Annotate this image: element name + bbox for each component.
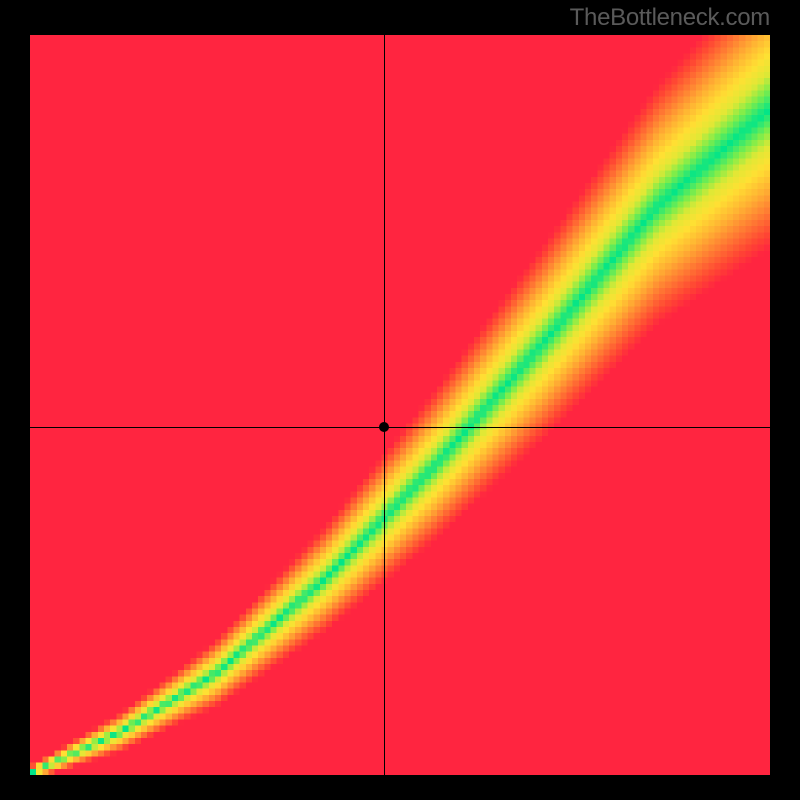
chart-container: TheBottleneck.com [0,0,800,800]
crosshair-horizontal [30,427,770,428]
plot-area [30,35,770,775]
heatmap-canvas [30,35,770,775]
crosshair-vertical [384,35,385,775]
data-point-marker [379,422,389,432]
watermark-text: TheBottleneck.com [570,4,770,32]
